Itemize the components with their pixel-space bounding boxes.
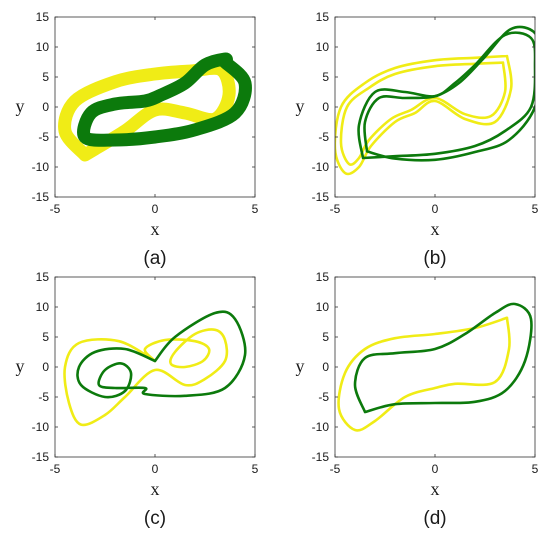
xlabel-a: x bbox=[151, 219, 160, 239]
xlabel-b: x bbox=[431, 219, 440, 239]
xlabel-c: x bbox=[151, 479, 160, 499]
ylabel-a: y bbox=[16, 96, 25, 116]
ytick-label-a: -15 bbox=[32, 190, 50, 204]
caption-a: (a) bbox=[143, 248, 166, 269]
trajectory-b-4 bbox=[363, 25, 535, 162]
trajectory-b-2 bbox=[339, 61, 507, 166]
ytick-label-d: -10 bbox=[312, 420, 330, 434]
ytick-label-a: -5 bbox=[38, 130, 49, 144]
trajectory-a-1 bbox=[58, 61, 236, 162]
ytick-label-a: -10 bbox=[32, 160, 50, 174]
curves-b bbox=[335, 25, 535, 176]
trajectory-c-2 bbox=[76, 310, 247, 399]
ytick-label-d: 10 bbox=[316, 300, 330, 314]
ylabel-d: y bbox=[296, 356, 305, 376]
xtick-label-a: 5 bbox=[252, 202, 259, 216]
trajectory-d-1 bbox=[337, 316, 511, 432]
ytick-label-c: 5 bbox=[42, 330, 49, 344]
xtick-label-d: -5 bbox=[330, 462, 341, 476]
curves-c bbox=[63, 310, 247, 427]
xtick-label-c: -5 bbox=[50, 462, 61, 476]
ytick-label-a: 15 bbox=[36, 10, 50, 24]
trajectory-d-2 bbox=[353, 302, 533, 414]
ytick-label-b: 15 bbox=[316, 10, 330, 24]
ytick-label-c: -10 bbox=[32, 420, 50, 434]
ytick-label-a: 10 bbox=[36, 40, 50, 54]
ytick-label-b: -5 bbox=[318, 130, 329, 144]
ytick-label-b: -15 bbox=[312, 190, 330, 204]
xtick-label-d: 5 bbox=[532, 462, 539, 476]
ytick-label-c: 0 bbox=[42, 360, 49, 374]
ytick-label-c: -15 bbox=[32, 450, 50, 464]
trajectory-b-1 bbox=[335, 54, 513, 176]
ytick-label-b: -10 bbox=[312, 160, 330, 174]
ytick-label-a: 0 bbox=[42, 100, 49, 114]
ytick-label-b: 10 bbox=[316, 40, 330, 54]
curves-d bbox=[337, 302, 533, 432]
ylabel-b: y bbox=[296, 96, 305, 116]
xtick-label-c: 5 bbox=[252, 462, 259, 476]
xtick-label-b: -5 bbox=[330, 202, 341, 216]
ytick-label-b: 5 bbox=[322, 70, 329, 84]
ytick-label-d: -5 bbox=[318, 390, 329, 404]
curves-a bbox=[58, 52, 252, 162]
xtick-label-b: 0 bbox=[432, 202, 439, 216]
axes-frame-c bbox=[54, 276, 256, 458]
xtick-label-c: 0 bbox=[152, 462, 159, 476]
trajectory-a-2 bbox=[77, 52, 252, 147]
ytick-label-c: 15 bbox=[36, 270, 50, 284]
ytick-label-d: 5 bbox=[322, 330, 329, 344]
trajectory-b-3 bbox=[357, 31, 535, 160]
xlabel-d: x bbox=[431, 479, 440, 499]
ylabel-c: y bbox=[16, 356, 25, 376]
ytick-label-c: 10 bbox=[36, 300, 50, 314]
ytick-label-a: 5 bbox=[42, 70, 49, 84]
ytick-label-d: 15 bbox=[316, 270, 330, 284]
xtick-label-d: 0 bbox=[432, 462, 439, 476]
ytick-label-b: 0 bbox=[322, 100, 329, 114]
caption-d: (d) bbox=[423, 508, 446, 529]
ytick-label-d: -15 bbox=[312, 450, 330, 464]
trajectory-c-1 bbox=[63, 328, 229, 427]
xtick-label-a: -5 bbox=[50, 202, 61, 216]
caption-c: (c) bbox=[144, 508, 166, 529]
xtick-label-a: 0 bbox=[152, 202, 159, 216]
caption-b: (b) bbox=[423, 248, 446, 269]
xtick-label-b: 5 bbox=[532, 202, 539, 216]
ytick-label-c: -5 bbox=[38, 390, 49, 404]
ytick-label-d: 0 bbox=[322, 360, 329, 374]
